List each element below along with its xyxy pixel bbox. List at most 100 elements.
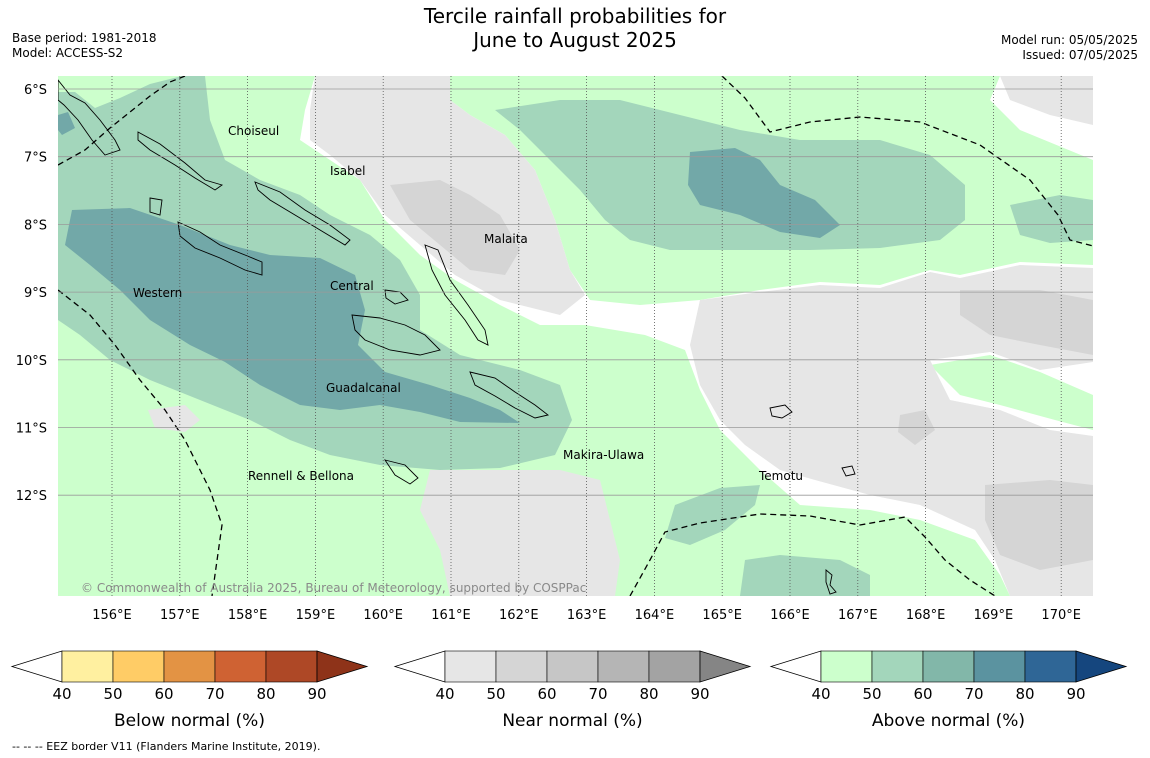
guadalcanal-island xyxy=(351,314,441,356)
eez-border-west xyxy=(58,289,223,596)
colorbar-swatch-4 xyxy=(597,650,650,683)
lon-label-163-e: 163°E xyxy=(567,608,607,623)
santa-cruz-island xyxy=(769,404,793,419)
nggela-island xyxy=(384,289,409,305)
colorbar-title: Above normal (%) xyxy=(872,711,1025,731)
lat-label-10-s: 10°S xyxy=(16,354,47,369)
latitude-labels: 6°S 7°S 8°S 9°S 10°S 11°S 12°S xyxy=(16,83,47,504)
colorbar-tick-80: 80 xyxy=(256,685,275,703)
colorbar-swatch-2 xyxy=(112,650,165,683)
colorbar-below-normal: 40 50 60 70 80 90 Below normal (%) xyxy=(10,650,369,731)
above-normal-50-region-east-edge xyxy=(1010,195,1093,243)
colorbar-tick-90: 90 xyxy=(690,685,709,703)
colorbar-swatch-1 xyxy=(820,650,873,683)
colorbar-swatch-5 xyxy=(1024,650,1077,683)
above-normal-50-region-southeast xyxy=(740,555,870,596)
eez-border-south xyxy=(629,513,996,596)
colorbar-title: Below normal (%) xyxy=(114,711,265,731)
lon-label-162-e: 162°E xyxy=(499,608,539,623)
region-label-temotu: Temotu xyxy=(758,469,803,483)
model-run-date: Model run: 05/05/2025 xyxy=(1000,33,1138,47)
region-label-isabel: Isabel xyxy=(330,164,365,178)
lat-label-7-s: 7°S xyxy=(24,151,47,166)
near-normal-40-region-south xyxy=(420,470,620,596)
colorbar-legends: 40 50 60 70 80 90 Below normal (%) 40 50 60 70 80 90… xyxy=(10,650,1128,731)
eez-border-north xyxy=(58,76,186,166)
above-normal-40-region-southeast xyxy=(930,355,1093,430)
colorbar-low-arrow xyxy=(10,650,63,683)
colorbar-swatch-1 xyxy=(444,650,497,683)
region-label-central: Central xyxy=(330,279,374,293)
colorbar-tick-50: 50 xyxy=(862,685,881,703)
colorbar-tick-80: 80 xyxy=(639,685,658,703)
lat-label-6-s: 6°S xyxy=(24,83,47,98)
map-figure: © Commonwealth of Australia 2025, Bureau… xyxy=(10,76,1128,731)
lat-label-8-s: 8°S xyxy=(24,218,47,233)
malaita-island xyxy=(424,244,489,346)
lat-label-9-s: 9°S xyxy=(24,286,47,301)
lat-label-12-s: 12°S xyxy=(16,489,47,504)
map-plot-area: © Commonwealth of Australia 2025, Bureau… xyxy=(58,76,1093,596)
colorbar-swatch-4 xyxy=(214,650,267,683)
copyright-notice: © Commonwealth of Australia 2025, Bureau… xyxy=(81,581,586,595)
colorbar-tick-40: 40 xyxy=(435,685,454,703)
colorbar-swatch-5 xyxy=(648,650,701,683)
colorbar-tick-90: 90 xyxy=(1066,685,1085,703)
above-normal-60-region-east xyxy=(688,148,840,238)
colorbar-low-arrow xyxy=(393,650,446,683)
colorbar-tick-50: 50 xyxy=(103,685,122,703)
lon-label-159-e: 159°E xyxy=(296,608,336,623)
colorbar-tick-70: 70 xyxy=(588,685,607,703)
lon-label-168-e: 168°E xyxy=(906,608,946,623)
makira-island xyxy=(469,371,550,419)
lon-label-161-e: 161°E xyxy=(431,608,471,623)
colorbar-tick-60: 60 xyxy=(537,685,556,703)
colorbar-swatch-5 xyxy=(265,650,318,683)
title-line-2: June to August 2025 xyxy=(473,28,677,52)
isabel-island xyxy=(254,181,351,246)
eez-border-northeast xyxy=(721,76,1093,247)
near-normal-50-region-malaita xyxy=(390,180,520,275)
lon-label-169-e: 169°E xyxy=(974,608,1014,623)
colorbar-swatch-2 xyxy=(871,650,924,683)
colorbar-swatch-1 xyxy=(61,650,114,683)
map-title: Tercile rainfall probabilities for June … xyxy=(0,4,1150,52)
colorbar-tick-60: 60 xyxy=(154,685,173,703)
above-normal-60-region-northwest xyxy=(58,112,75,135)
lon-label-164-e: 164°E xyxy=(635,608,675,623)
new-georgia-island xyxy=(177,221,263,276)
lon-label-167-e: 167°E xyxy=(838,608,878,623)
title-line-1: Tercile rainfall probabilities for xyxy=(423,4,727,28)
island-outlines xyxy=(58,79,856,595)
colorbar-tick-80: 80 xyxy=(1015,685,1034,703)
colorbar-tick-90: 90 xyxy=(307,685,326,703)
colorbar-tick-40: 40 xyxy=(52,685,71,703)
colorbar-tick-50: 50 xyxy=(486,685,505,703)
latitude-gridlines xyxy=(58,88,1093,496)
lon-label-157-e: 157°E xyxy=(160,608,200,623)
colorbar-tick-60: 60 xyxy=(913,685,932,703)
colorbar-high-arrow xyxy=(699,650,752,683)
vanuatu-north-island xyxy=(825,569,837,595)
lon-label-156-e: 156°E xyxy=(92,608,132,623)
run-info-right: Model run: 05/05/2025 Issued: 07/05/2025 xyxy=(1001,33,1138,63)
colorbar-swatch-2 xyxy=(495,650,548,683)
near-normal-40-region-small xyxy=(148,405,200,432)
colorbar-tick-70: 70 xyxy=(964,685,983,703)
near-normal-40-region-northeast xyxy=(1000,76,1093,125)
colorbar-above-normal: 40 50 60 70 80 90 Above normal (%) xyxy=(769,650,1128,731)
vella-lavella-island xyxy=(149,197,163,216)
model-name: Model: ACCESS-S2 xyxy=(12,46,124,60)
eez-border-note: -- -- -- EEZ border V11 (Flanders Marine… xyxy=(12,740,321,753)
above-normal-50-region-south xyxy=(665,485,760,545)
region-label-guadalcanal: Guadalcanal xyxy=(326,381,401,395)
region-labels: Choiseul Isabel Malaita Western Central Guada… xyxy=(133,124,803,483)
colorbar-near-normal: 40 50 60 70 80 90 Near normal (%) xyxy=(393,650,752,731)
colorbar-swatch-4 xyxy=(973,650,1026,683)
region-label-rennell-bellona: Rennell & Bellona xyxy=(248,469,354,483)
colorbar-swatch-3 xyxy=(163,650,216,683)
longitude-labels: 156°E 157°E 158°E 159°E 160°E 161°E 162°E 163°E… xyxy=(92,608,1081,623)
graticule xyxy=(58,76,1093,596)
region-label-choiseul: Choiseul xyxy=(228,124,279,138)
near-normal-50-region-east xyxy=(960,290,1093,355)
